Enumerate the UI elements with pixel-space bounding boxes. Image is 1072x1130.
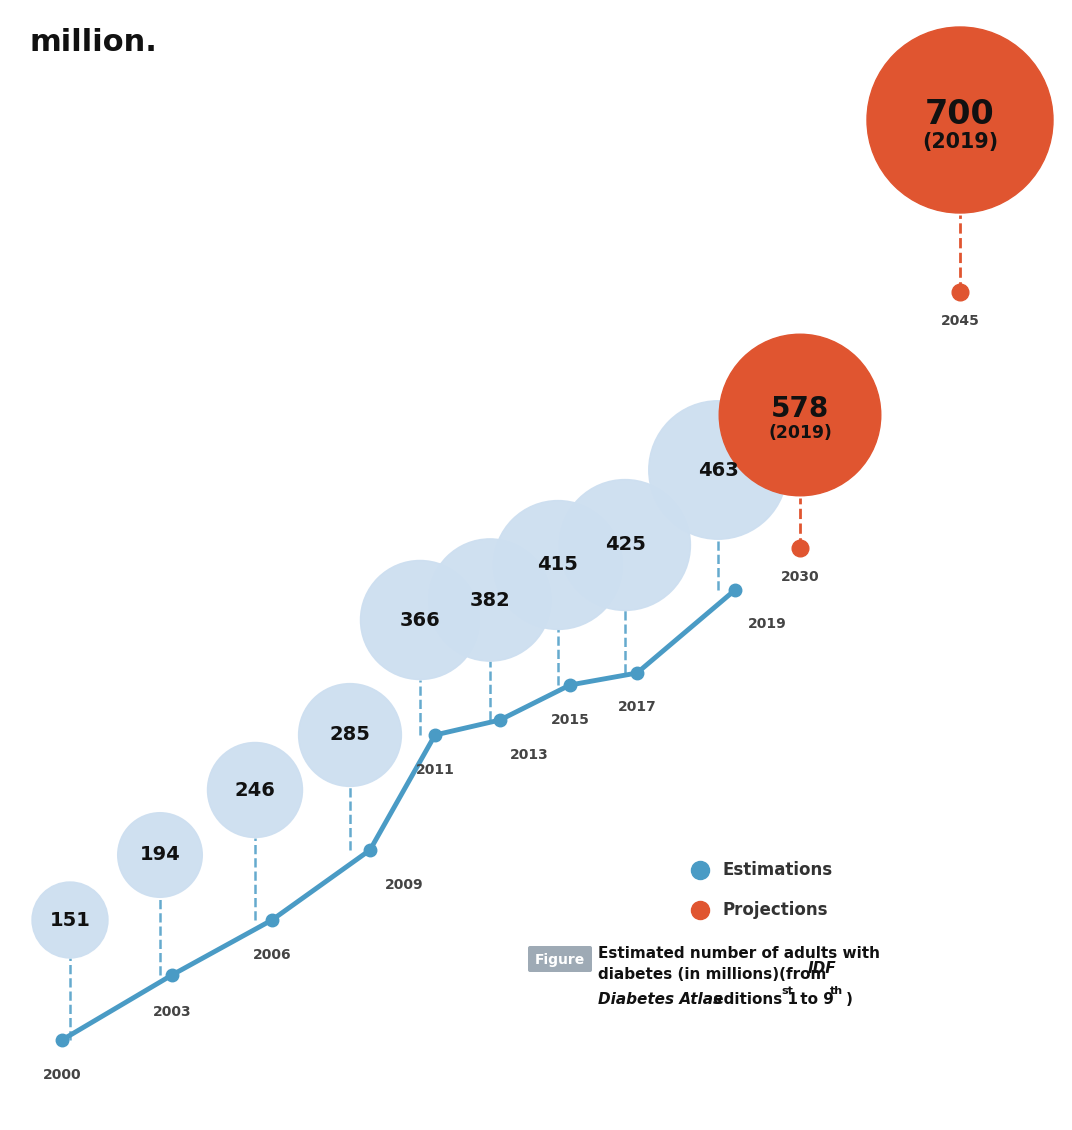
Text: 2011: 2011 bbox=[416, 763, 455, 777]
FancyBboxPatch shape bbox=[528, 946, 592, 972]
Circle shape bbox=[560, 479, 690, 610]
Text: th: th bbox=[830, 986, 843, 996]
Circle shape bbox=[360, 560, 479, 679]
Text: Diabetes Atlas: Diabetes Atlas bbox=[598, 992, 723, 1007]
Text: st: st bbox=[781, 986, 793, 996]
Text: 2045: 2045 bbox=[940, 314, 980, 328]
Circle shape bbox=[32, 883, 108, 958]
Text: 2003: 2003 bbox=[152, 1005, 191, 1019]
Text: Estimations: Estimations bbox=[723, 861, 832, 879]
Text: 366: 366 bbox=[400, 610, 441, 629]
Circle shape bbox=[429, 539, 551, 661]
Text: 2030: 2030 bbox=[780, 570, 819, 584]
Text: 285: 285 bbox=[329, 725, 371, 745]
Text: 578: 578 bbox=[771, 396, 829, 423]
Text: to 9: to 9 bbox=[795, 992, 834, 1007]
Circle shape bbox=[719, 334, 881, 496]
Text: editions 1: editions 1 bbox=[708, 992, 798, 1007]
Text: ): ) bbox=[846, 992, 853, 1007]
Text: Figure: Figure bbox=[535, 953, 585, 967]
Text: 700: 700 bbox=[925, 97, 995, 130]
Text: Estimated number of adults with
diabetes (in millions)(from: Estimated number of adults with diabetes… bbox=[598, 946, 880, 982]
Text: 2006: 2006 bbox=[253, 948, 292, 962]
Circle shape bbox=[493, 501, 623, 629]
Text: 151: 151 bbox=[49, 911, 90, 930]
Circle shape bbox=[867, 27, 1053, 212]
Text: 425: 425 bbox=[605, 536, 645, 555]
Text: (2019): (2019) bbox=[922, 131, 998, 151]
Circle shape bbox=[208, 742, 302, 837]
Text: million.: million. bbox=[30, 28, 158, 56]
Text: 415: 415 bbox=[537, 556, 579, 574]
Text: 2019: 2019 bbox=[748, 617, 787, 631]
Circle shape bbox=[118, 812, 203, 897]
Text: Projections: Projections bbox=[723, 901, 828, 919]
Text: 382: 382 bbox=[470, 591, 510, 609]
Text: 2017: 2017 bbox=[617, 699, 656, 714]
Text: IDF: IDF bbox=[808, 960, 836, 976]
Text: 246: 246 bbox=[235, 781, 276, 800]
Circle shape bbox=[649, 401, 787, 539]
Text: 463: 463 bbox=[698, 461, 739, 479]
Text: 2000: 2000 bbox=[43, 1068, 81, 1083]
Text: 2013: 2013 bbox=[510, 748, 549, 762]
Text: 2009: 2009 bbox=[385, 878, 423, 892]
Text: 2015: 2015 bbox=[551, 713, 590, 727]
Circle shape bbox=[299, 684, 401, 786]
Text: (2019): (2019) bbox=[768, 424, 832, 442]
Text: 194: 194 bbox=[139, 845, 180, 864]
